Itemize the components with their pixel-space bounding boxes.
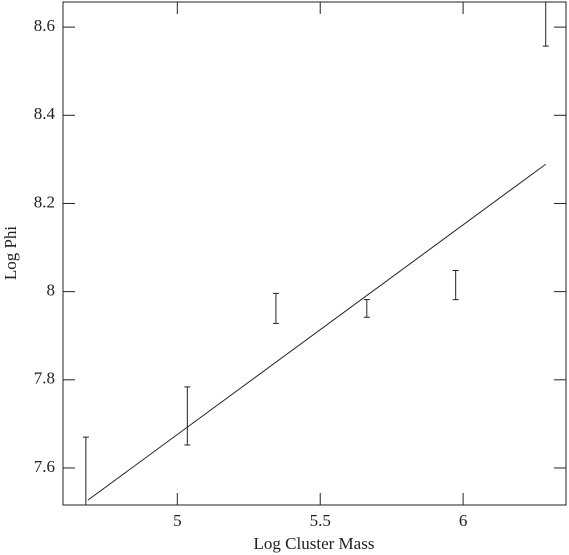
y-tick-label: 7.8 <box>34 369 55 388</box>
y-tick-label: 8.2 <box>34 192 55 211</box>
error-bar <box>452 269 459 301</box>
error-bar <box>82 436 89 505</box>
x-tick-label: 5.5 <box>310 511 331 530</box>
plot-area <box>82 2 549 505</box>
y-axis-label: Log Phi <box>1 226 20 281</box>
error-bar <box>184 386 191 446</box>
plot-frame <box>62 1 567 506</box>
y-tick-label: 8 <box>47 281 56 300</box>
x-tick-label: 6 <box>459 511 468 530</box>
fit-line <box>87 163 547 501</box>
error-bar <box>272 292 279 324</box>
error-bar <box>363 299 370 318</box>
y-tick-label: 8.6 <box>34 16 55 35</box>
y-tick-label: 8.4 <box>34 104 56 123</box>
x-axis-label: Log Cluster Mass <box>254 534 375 553</box>
y-tick-label: 7.6 <box>34 457 55 476</box>
error-bar <box>542 2 549 47</box>
x-tick-label: 5 <box>173 511 182 530</box>
